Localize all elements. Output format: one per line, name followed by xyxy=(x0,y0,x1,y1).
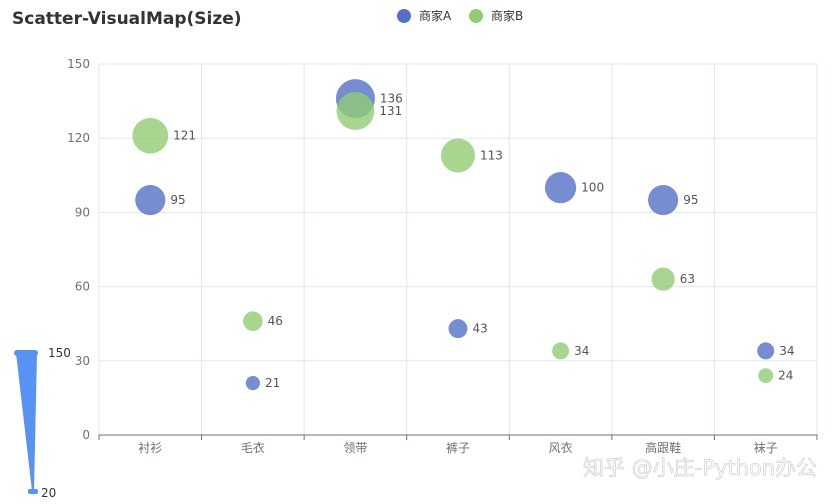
data-label: 121 xyxy=(173,129,196,143)
data-label: 100 xyxy=(581,181,604,195)
x-tick-label: 袜子 xyxy=(754,441,778,455)
y-tick-label: 60 xyxy=(75,280,90,294)
y-tick-label: 90 xyxy=(75,205,90,219)
visual-map-range[interactable] xyxy=(16,353,37,491)
legend-marker[interactable] xyxy=(469,9,483,23)
x-tick-label: 毛衣 xyxy=(241,440,265,455)
data-label: 131 xyxy=(379,104,402,118)
y-tick-label: 30 xyxy=(75,354,90,368)
scatter-point[interactable] xyxy=(245,375,260,391)
data-label: 95 xyxy=(683,193,698,207)
y-tick-label: 120 xyxy=(67,131,90,145)
y-tick-label: 150 xyxy=(67,57,90,71)
watermark: 知乎 @小庄-Python办公 xyxy=(583,456,817,480)
chart-title: Scatter-VisualMap(Size) xyxy=(12,9,242,29)
data-label: 34 xyxy=(779,344,794,358)
data-label: 95 xyxy=(170,193,185,207)
data-label: 136 xyxy=(380,92,403,106)
legend[interactable]: 商家A 商家B xyxy=(397,8,523,23)
scatter-point[interactable] xyxy=(544,172,577,204)
scatter-point[interactable] xyxy=(135,184,166,216)
scatter-point[interactable] xyxy=(132,117,169,154)
scatter-point[interactable] xyxy=(440,138,476,173)
visual-map-handle-bottom[interactable] xyxy=(28,489,38,494)
x-tick-label: 衬衫 xyxy=(138,441,162,455)
visual-map-max-label: 150 xyxy=(48,346,71,360)
scatter-point[interactable] xyxy=(651,267,675,291)
data-label: 21 xyxy=(265,376,280,390)
x-axis: 衬衫 毛衣 领带 裤子 风衣 高跟鞋 袜子 xyxy=(98,434,818,455)
x-tick-label: 高跟鞋 xyxy=(645,440,681,455)
data-label: 43 xyxy=(472,322,487,336)
scatter-point[interactable] xyxy=(552,342,570,360)
data-label: 113 xyxy=(480,149,503,163)
grid-lines xyxy=(98,63,818,435)
x-tick-label: 风衣 xyxy=(549,440,573,455)
legend-label[interactable]: 商家B xyxy=(491,8,523,23)
scatter-point[interactable] xyxy=(243,311,263,332)
data-points: 95 21 136 43 100 95 34 121 46 131 113 34 63 24 xyxy=(132,79,795,391)
y-axis: 0 30 60 90 120 150 xyxy=(67,57,90,442)
scatter-point[interactable] xyxy=(758,368,774,384)
legend-label[interactable]: 商家A xyxy=(419,8,452,23)
x-tick-label: 领带 xyxy=(343,441,367,455)
data-label: 63 xyxy=(680,272,695,286)
scatter-point[interactable] xyxy=(336,92,375,130)
data-label: 24 xyxy=(778,369,793,383)
x-tick-label: 裤子 xyxy=(446,441,470,455)
scatter-point[interactable] xyxy=(648,184,679,216)
visual-map-handle-top[interactable] xyxy=(14,350,38,356)
data-label: 46 xyxy=(268,314,283,328)
scatter-point[interactable] xyxy=(448,319,468,339)
scatter-point[interactable] xyxy=(757,342,775,360)
y-tick-label: 0 xyxy=(82,428,90,442)
visual-map-min-label: 20 xyxy=(41,486,56,500)
visual-map[interactable]: 150 20 xyxy=(14,346,71,500)
legend-marker[interactable] xyxy=(397,9,411,23)
data-label: 34 xyxy=(574,344,589,358)
